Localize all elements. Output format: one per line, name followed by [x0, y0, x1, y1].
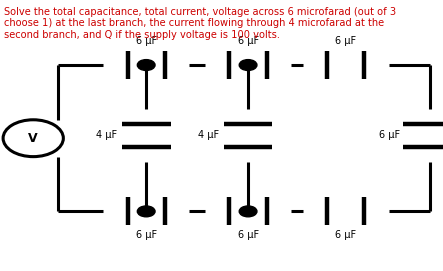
Text: V: V [28, 132, 38, 145]
Text: 6 μF: 6 μF [136, 230, 157, 240]
Text: 4 μF: 4 μF [198, 131, 219, 140]
Text: Solve the total capacitance, total current, voltage across 6 microfarad (out of : Solve the total capacitance, total curre… [4, 7, 396, 40]
Text: 6 μF: 6 μF [335, 230, 356, 240]
Circle shape [137, 206, 155, 217]
Circle shape [239, 206, 257, 217]
Circle shape [239, 60, 257, 70]
Text: 6 μF: 6 μF [379, 131, 400, 140]
Circle shape [137, 60, 155, 70]
Text: 4 μF: 4 μF [96, 131, 117, 140]
Text: 6 μF: 6 μF [237, 230, 259, 240]
Text: 6 μF: 6 μF [237, 36, 259, 46]
Text: 6 μF: 6 μF [335, 36, 356, 46]
Text: 6 μF: 6 μF [136, 36, 157, 46]
